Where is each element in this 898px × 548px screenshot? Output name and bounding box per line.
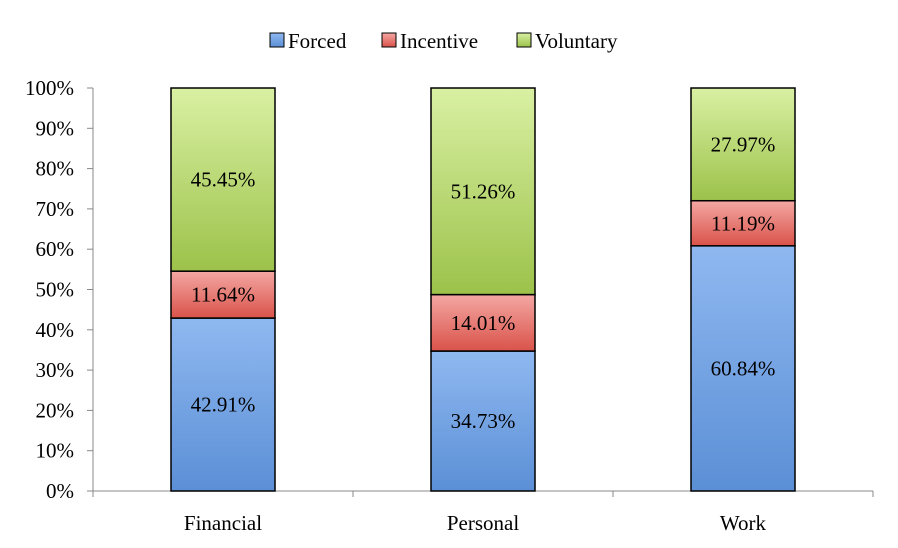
x-axis: Financial Personal Work — [92, 490, 874, 535]
y-tick-label: 70% — [36, 197, 75, 221]
legend-swatch — [269, 32, 285, 48]
bars: 42.91% 11.64% 45.45% 34.73% 14.01% 51.26% 60.8… — [170, 87, 796, 492]
y-tick-label: 10% — [36, 439, 75, 463]
y-tick-label: 100% — [25, 76, 74, 100]
data-label: 42.91% — [191, 393, 256, 417]
legend-label: Incentive — [400, 29, 478, 53]
bar-stack-personal: 34.73% 14.01% 51.26% — [430, 87, 536, 492]
legend-label: Forced — [288, 29, 347, 53]
legend-swatch — [381, 32, 397, 48]
data-label: 51.26% — [451, 179, 516, 203]
legend-item-forced: Forced — [269, 29, 347, 53]
data-label: 11.64% — [191, 283, 255, 307]
bar-stack-financial: 42.91% 11.64% 45.45% — [170, 87, 276, 492]
y-tick-label: 90% — [36, 116, 75, 140]
data-label: 27.97% — [711, 132, 776, 156]
bar-segment-voluntary — [170, 87, 276, 272]
y-tick-label: 80% — [36, 157, 75, 181]
y-tick-label: 20% — [36, 398, 75, 422]
data-label: 14.01% — [451, 311, 516, 335]
bar-segment-incentive — [170, 270, 276, 319]
y-tick-label: 50% — [36, 278, 75, 302]
data-label: 45.45% — [191, 168, 256, 192]
bar-segment-voluntary — [690, 87, 796, 202]
bar-segment-forced — [430, 350, 536, 492]
y-tick-label: 30% — [36, 358, 75, 382]
data-label: 60.84% — [711, 356, 776, 380]
bar-stack-work: 60.84% 11.19% 27.97% — [690, 87, 796, 492]
y-tick-label: 0% — [46, 479, 74, 503]
bar-segment-forced — [170, 317, 276, 492]
y-tick-label: 60% — [36, 237, 75, 261]
bar-segment-incentive — [690, 199, 796, 247]
bar-segment-voluntary — [430, 87, 536, 296]
legend: Forced Incentive Voluntary — [269, 29, 618, 53]
legend-label: Voluntary — [535, 29, 618, 53]
legend-item-incentive: Incentive — [381, 29, 478, 53]
bar-segment-incentive — [430, 293, 536, 352]
legend-item-voluntary: Voluntary — [516, 29, 618, 53]
y-axis: 0% 10% 20% 30% 40% 50% 60% 70% 80% 90% 100% — [25, 76, 94, 503]
x-category-label: Personal — [447, 511, 519, 535]
data-label: 34.73% — [451, 409, 516, 433]
legend-swatch — [516, 32, 532, 48]
x-category-label: Financial — [184, 511, 262, 535]
y-tick-label: 40% — [36, 318, 75, 342]
x-category-label: Work — [720, 511, 767, 535]
data-label: 11.19% — [711, 211, 775, 235]
